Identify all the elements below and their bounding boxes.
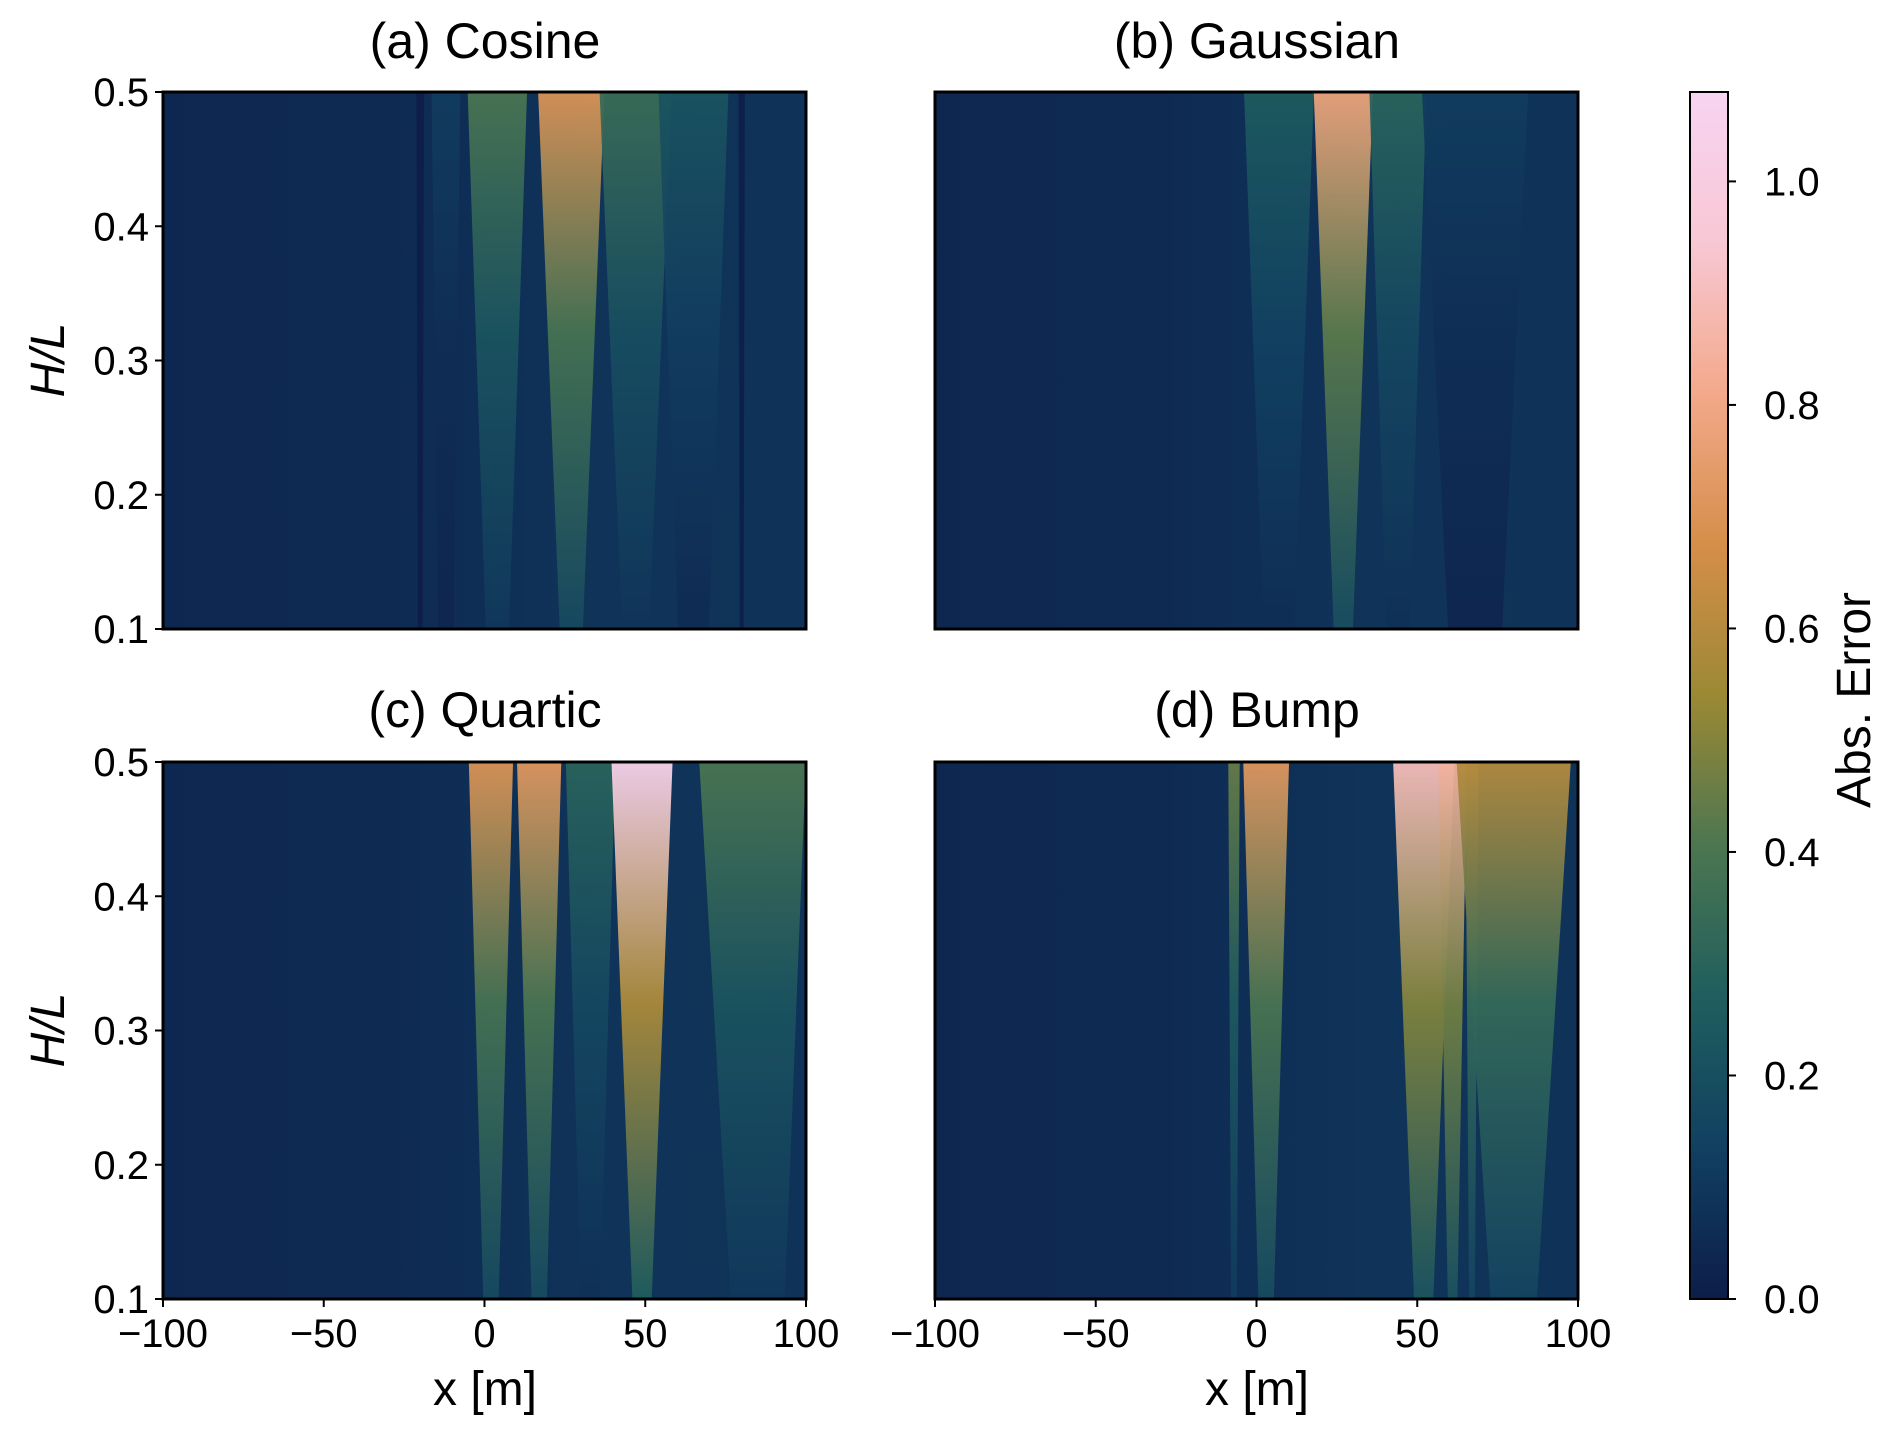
ytick-label: 0.5	[93, 741, 149, 785]
heatmap-band	[599, 92, 672, 629]
colorbar-tick-label: 0.4	[1764, 831, 1820, 875]
xtick-label: 100	[773, 1312, 840, 1356]
heatmap-band	[1438, 762, 1467, 1299]
xtick-label: 0	[473, 1312, 495, 1356]
panel-c-xticks: −100 −50 0 50 100	[118, 1299, 839, 1356]
xtick-label: 0	[1245, 1312, 1267, 1356]
heatmap-band	[517, 762, 562, 1299]
colorbar-tick-label: 0.8	[1764, 384, 1820, 428]
panel-d-xticks: −100 −50 0 50 100	[890, 1299, 1611, 1356]
colorbar-bar	[1689, 91, 1729, 1300]
panel-c-xlabel: x [m]	[433, 1363, 537, 1416]
xtick-label: 50	[623, 1312, 668, 1356]
ytick-label: 0.3	[93, 1010, 149, 1054]
heatmap-band	[416, 92, 425, 629]
panel-d-heatmap	[935, 762, 1578, 1299]
xtick-label: 50	[1395, 1312, 1440, 1356]
xtick-label: −50	[1062, 1312, 1130, 1356]
colorbar-tick-label: 0.0	[1764, 1278, 1820, 1322]
xtick-label: 100	[1545, 1312, 1612, 1356]
heatmap-band	[1369, 92, 1427, 629]
panel-c-ylabel: H/L	[22, 993, 75, 1068]
colorbar-ticks: 0.0 0.2 0.4 0.6 0.8 1.0	[1728, 160, 1820, 1322]
heatmap-band	[1243, 762, 1290, 1299]
heatmap-band	[699, 762, 806, 1299]
heatmap-band	[1393, 762, 1455, 1299]
heatmap-band	[468, 762, 514, 1299]
heatmap-band	[467, 92, 528, 629]
xtick-label: −100	[118, 1312, 208, 1356]
colorbar-tick-label: 0.2	[1764, 1054, 1820, 1098]
panel-a-yticks: 0.1 0.2 0.3 0.4 0.5	[93, 71, 163, 652]
panel-a-title: (a) Cosine	[370, 13, 601, 69]
panel-b-title: (b) Gaussian	[1114, 13, 1400, 69]
colorbar-label: Abs. Error	[1828, 592, 1881, 808]
panel-d-xlabel: x [m]	[1205, 1363, 1309, 1416]
colorbar-tick-label: 1.0	[1764, 160, 1820, 204]
heatmap-band	[1456, 762, 1571, 1299]
heatmap-band	[611, 762, 673, 1299]
panel-d: (d) Bump −100 −50 0 50 100 x [m]	[890, 682, 1611, 1416]
heatmap-band	[658, 92, 729, 629]
ytick-label: 0.2	[93, 1144, 149, 1188]
heatmap-band	[1422, 92, 1529, 629]
panel-a-heatmap	[163, 92, 806, 629]
ytick-label: 0.4	[93, 205, 149, 249]
panel-c: (c) Quartic 0.1 0.2 0.3 0.4 0.5 −100 −50 0 50 10…	[22, 682, 839, 1416]
xtick-label: −50	[290, 1312, 358, 1356]
heatmap-band	[431, 92, 461, 629]
panel-a-ylabel: H/L	[22, 323, 75, 398]
panel-b-frame	[933, 90, 1580, 631]
heatmap-band	[1313, 92, 1373, 629]
panel-c-title: (c) Quartic	[368, 682, 601, 738]
panel-c-heatmap	[163, 762, 806, 1299]
panel-b-heatmap	[935, 92, 1578, 629]
heatmap-band	[738, 92, 745, 629]
panel-b: (b) Gaussian	[933, 13, 1580, 631]
heatmap-band	[1244, 92, 1314, 629]
panel-c-yticks: 0.1 0.2 0.3 0.4 0.5	[93, 741, 163, 1322]
ytick-label: 0.4	[93, 875, 149, 919]
heatmap-band	[565, 762, 616, 1299]
heatmap-band	[1228, 762, 1240, 1299]
ytick-label: 0.2	[93, 474, 149, 518]
panel-a: (a) Cosine 0.1 0.2 0.3 0.4 0.5 H/L	[22, 13, 808, 652]
panel-d-title: (d) Bump	[1154, 682, 1360, 738]
heatmap-band	[538, 92, 605, 629]
colorbar-tick-label: 0.6	[1764, 607, 1820, 651]
ytick-label: 0.1	[93, 608, 149, 652]
ytick-label: 0.1	[93, 1278, 149, 1322]
ytick-label: 0.3	[93, 340, 149, 384]
colorbar: 0.0 0.2 0.4 0.6 0.8 1.0 Abs. Error	[1689, 91, 1881, 1322]
xtick-label: −100	[890, 1312, 980, 1356]
ytick-label: 0.5	[93, 71, 149, 115]
